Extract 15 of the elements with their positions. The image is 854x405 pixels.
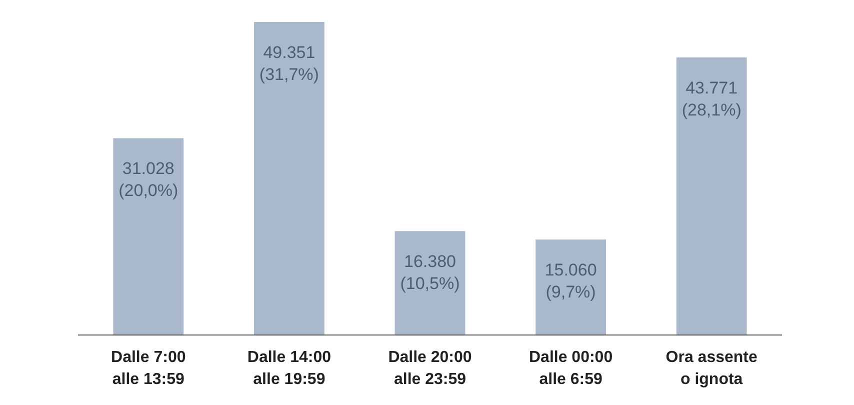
x-tick-label: Dalle 00:00 alle 6:59 xyxy=(528,349,613,388)
bar xyxy=(676,57,747,335)
bar xyxy=(536,239,606,335)
data-label: 49.351 (31,7%) xyxy=(259,43,319,84)
x-tick-label: Dalle 20:00 alle 23:59 xyxy=(388,349,472,388)
bar xyxy=(113,138,184,335)
data-label: 43.771 (28,1%) xyxy=(682,78,742,120)
x-tick-label: Ora assente o ignota xyxy=(666,349,758,388)
x-tick-label: Dalle 7:00 alle 13:59 xyxy=(111,349,186,388)
bar xyxy=(254,22,324,335)
data-label: 31.028 (20,0%) xyxy=(118,159,178,200)
data-label: 15.060 (9,7%) xyxy=(544,260,597,302)
data-label: 16.380 (10,5%) xyxy=(400,252,460,294)
x-tick-label: Dalle 14:00 alle 19:59 xyxy=(247,349,332,388)
bar xyxy=(394,231,466,335)
